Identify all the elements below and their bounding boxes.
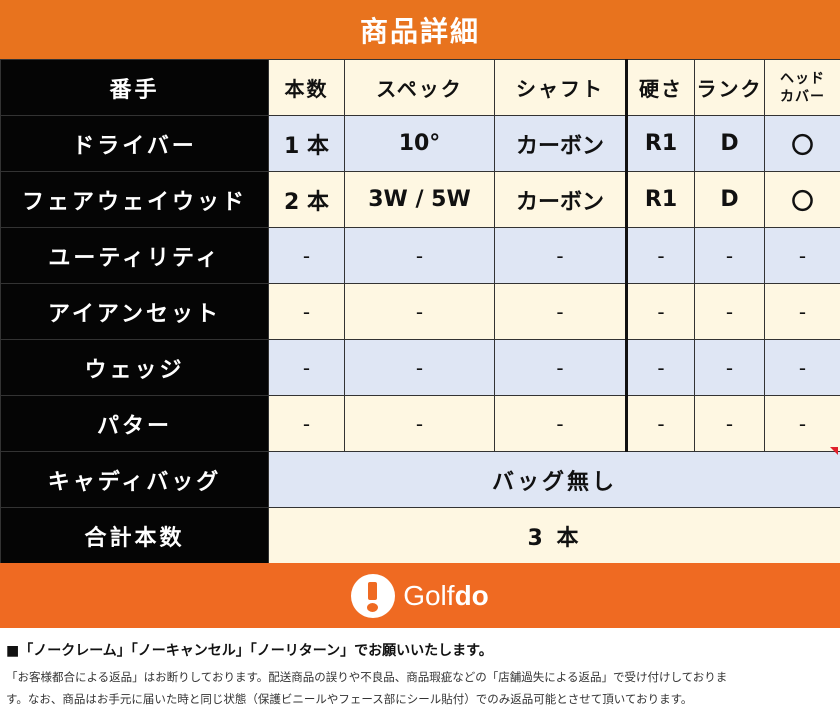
headcover-line1: ヘッド <box>780 70 825 87</box>
row-label: ウェッジ <box>0 339 269 396</box>
headcover-cell: 〇 <box>764 115 840 172</box>
page-title: 商品詳細 <box>0 0 840 59</box>
flex-cell: - <box>625 283 695 340</box>
count-cell: - <box>268 339 345 396</box>
col-header-flex: 硬さ <box>625 59 695 116</box>
row-label: アイアンセット <box>0 283 269 340</box>
count-cell: - <box>268 395 345 452</box>
spec-cell: - <box>344 227 495 284</box>
count-cell: 2 本 <box>268 171 345 228</box>
rank-cell: - <box>694 227 765 284</box>
flex-cell: - <box>625 339 695 396</box>
shaft-cell: - <box>494 395 627 452</box>
policy-text: 「お客様都合による返品」はお断りしております。配送商品の誤りや不良品、商品瑕疵な… <box>6 666 836 710</box>
table-row: ユーティリティ - - - - - - <box>0 227 840 284</box>
table-row: アイアンセット - - - - - - <box>0 283 840 340</box>
caddie-bag-value: バッグ無し <box>268 451 840 508</box>
row-label: ドライバー <box>0 115 269 172</box>
brand-footer: Golfdo <box>0 563 840 628</box>
flex-cell: - <box>625 227 695 284</box>
logo-suffix: do <box>454 579 489 611</box>
col-header-rank: ランク <box>694 59 765 116</box>
spec-table: 番手 本数 スペック シャフト 硬さ ランク ヘッド カバー ドライバー 1 本 … <box>0 59 840 564</box>
row-label: フェアウェイウッド <box>0 171 269 228</box>
corner-marker <box>830 447 838 455</box>
rank-cell: - <box>694 339 765 396</box>
policy-headline: ■「ノークレーム」「ノーキャンセル」「ノーリターン」でお願いいたします。 <box>6 643 493 659</box>
shaft-cell: カーボン <box>494 115 627 172</box>
rank-cell: - <box>694 395 765 452</box>
table-row: フェアウェイウッド 2 本 3W / 5W カーボン R1 D 〇 <box>0 171 840 228</box>
caddie-bag-label: キャディバッグ <box>0 451 269 508</box>
spec-cell: - <box>344 339 495 396</box>
headcover-cell: - <box>764 283 840 340</box>
caddie-bag-row: キャディバッグ バッグ無し <box>0 451 840 508</box>
spec-cell: 10° <box>344 115 495 172</box>
shaft-cell: カーボン <box>494 171 627 228</box>
col-header-count: 本数 <box>268 59 345 116</box>
total-value: 3 本 <box>268 507 840 564</box>
shaft-cell: - <box>494 283 627 340</box>
table-row: パター - - - - - - <box>0 395 840 452</box>
spec-cell: - <box>344 283 495 340</box>
col-header-headcover: ヘッド カバー <box>764 59 840 116</box>
shaft-cell: - <box>494 339 627 396</box>
row-label: パター <box>0 395 269 452</box>
policy-line-1: 「お客様都合による返品」はお断りしております。配送商品の誤りや不良品、商品瑕疵な… <box>6 670 728 684</box>
headcover-cell: 〇 <box>764 171 840 228</box>
header-row: 番手 本数 スペック シャフト 硬さ ランク ヘッド カバー <box>0 59 840 116</box>
headcover-line2: カバー <box>780 88 825 105</box>
policy-line-2: す。なお、商品はお手元に届いた時と同じ状態（保護ビニールやフェース部にシール貼付… <box>6 692 693 706</box>
count-cell: 1 本 <box>268 115 345 172</box>
total-row: 合計本数 3 本 <box>0 507 840 564</box>
col-header-spec: スペック <box>344 59 495 116</box>
flex-cell: R1 <box>625 171 695 228</box>
total-label: 合計本数 <box>0 507 269 564</box>
col-header-shaft: シャフト <box>494 59 627 116</box>
return-policy-notes: ■「ノークレーム」「ノーキャンセル」「ノーリターン」でお願いいたします。 「お客… <box>6 640 836 710</box>
logo-prefix: Golf <box>403 579 455 611</box>
golfdo-logo-icon <box>351 573 396 618</box>
shaft-cell: - <box>494 227 627 284</box>
flex-cell: - <box>625 395 695 452</box>
rank-cell: D <box>694 115 765 172</box>
headcover-cell: - <box>764 227 840 284</box>
count-cell: - <box>268 283 345 340</box>
spec-cell: 3W / 5W <box>344 171 495 228</box>
table-row: ウェッジ - - - - - - <box>0 339 840 396</box>
rank-cell: - <box>694 283 765 340</box>
flex-cell: R1 <box>625 115 695 172</box>
headcover-cell: - <box>764 339 840 396</box>
rank-cell: D <box>694 171 765 228</box>
table-row: ドライバー 1 本 10° カーボン R1 D 〇 <box>0 115 840 172</box>
col-header-club: 番手 <box>0 59 269 116</box>
count-cell: - <box>268 227 345 284</box>
spec-cell: - <box>344 395 495 452</box>
headcover-cell: - <box>764 395 840 452</box>
brand-logo-text: Golfdo <box>403 580 489 612</box>
row-label: ユーティリティ <box>0 227 269 284</box>
